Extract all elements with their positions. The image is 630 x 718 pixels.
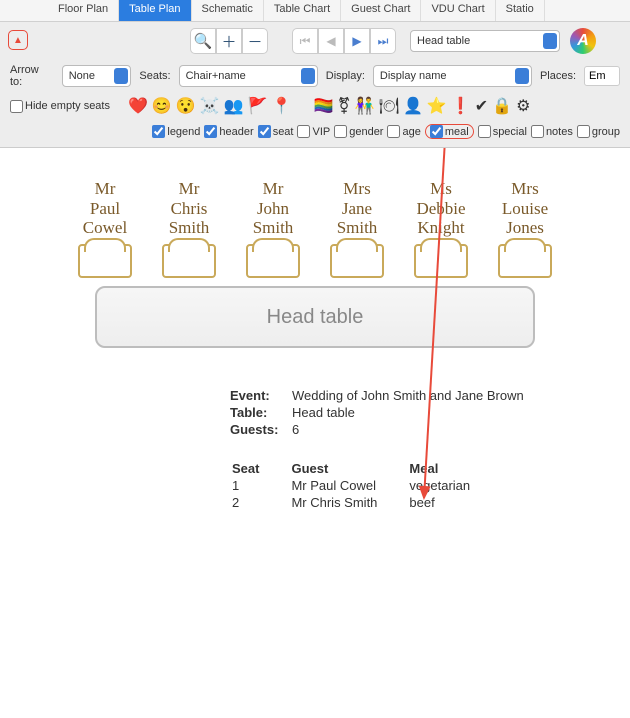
- table-label: Table:: [230, 405, 282, 420]
- table-select[interactable]: Head table: [410, 30, 560, 52]
- seat-shape-5[interactable]: [498, 244, 552, 278]
- zoom-fit-icon[interactable]: 🔍: [190, 28, 216, 54]
- zoom-group: 🔍 ＋ －: [190, 28, 268, 54]
- nav-group: ⏮ ◀ ▶ ⏭: [292, 28, 396, 54]
- app-logo-icon: A: [570, 28, 596, 54]
- check-label-seat: seat: [273, 126, 294, 138]
- toolbar-icon-9[interactable]: ⚧: [337, 98, 350, 115]
- check-label-vip: VIP: [312, 126, 330, 138]
- check-label-special: special: [493, 126, 527, 138]
- tab-floor-plan[interactable]: Floor Plan: [48, 0, 119, 21]
- hide-empty-checkbox[interactable]: [10, 100, 23, 113]
- check-label-gender: gender: [349, 126, 383, 138]
- check-gender[interactable]: [334, 125, 347, 138]
- check-label-age: age: [402, 126, 420, 138]
- check-seat[interactable]: [258, 125, 271, 138]
- guest-table: SeatGuestMeal 1Mr Paul Cowelvegetarian 2M…: [230, 459, 502, 512]
- tab-vdu-chart[interactable]: VDU Chart: [421, 0, 495, 21]
- toolbar-icon-17[interactable]: ⚙: [516, 98, 530, 115]
- check-label-group: group: [592, 126, 620, 138]
- seat-name-5: MrsLouiseJones: [502, 172, 548, 238]
- toolbar-icon-8[interactable]: 🏳️‍🌈: [313, 98, 333, 115]
- check-header[interactable]: [204, 125, 217, 138]
- seat-name-3: MrsJaneSmith: [337, 172, 378, 238]
- seat-shape-4[interactable]: [414, 244, 468, 278]
- nav-last-icon[interactable]: ⏭: [370, 28, 396, 54]
- toolbar-icon-11[interactable]: 🍽: [379, 98, 399, 115]
- toolbar-icon-0[interactable]: ❤️: [128, 98, 148, 115]
- check-notes[interactable]: [531, 125, 544, 138]
- check-vip[interactable]: [297, 125, 310, 138]
- display-select[interactable]: Display name: [373, 65, 532, 87]
- tab-statio[interactable]: Statio: [496, 0, 545, 21]
- seats-label: Seats:: [139, 70, 170, 82]
- check-label-meal: meal: [445, 126, 469, 138]
- seat-name-1: MrChrisSmith: [169, 172, 210, 238]
- check-meal[interactable]: [430, 125, 443, 138]
- seat-shape-3[interactable]: [330, 244, 384, 278]
- toolbar-icon-10[interactable]: 👫: [355, 98, 375, 115]
- toolbar-icon-1[interactable]: 😊: [152, 98, 172, 115]
- seat-name-0: MrPaulCowel: [83, 172, 127, 238]
- check-label-notes: notes: [546, 126, 573, 138]
- arrow-to-select[interactable]: None: [62, 65, 132, 87]
- seats-select[interactable]: Chair+name: [179, 65, 318, 87]
- seat-name-2: MrJohnSmith: [253, 172, 294, 238]
- table-row: 1Mr Paul Cowelvegetarian: [232, 478, 500, 493]
- toolbar-icon-15[interactable]: ✔: [475, 98, 488, 115]
- seat-shape-0[interactable]: [78, 244, 132, 278]
- nav-next-icon[interactable]: ▶: [344, 28, 370, 54]
- seat-name-4: MsDebbieKnight: [416, 172, 465, 238]
- places-label: Places:: [540, 70, 576, 82]
- event-value: Wedding of John Smith and Jane Brown: [292, 388, 524, 403]
- check-label-legend: legend: [167, 126, 200, 138]
- arrow-to-label: Arrow to:: [10, 64, 54, 88]
- check-group[interactable]: [577, 125, 590, 138]
- check-label-header: header: [219, 126, 253, 138]
- tab-schematic[interactable]: Schematic: [192, 0, 264, 21]
- guests-value: 6: [292, 422, 299, 437]
- toolbar-icon-4[interactable]: 👥: [224, 98, 244, 115]
- zoom-in-icon[interactable]: ＋: [216, 28, 242, 54]
- seat-shape-1[interactable]: [162, 244, 216, 278]
- toolbar-icon-13[interactable]: ⭐: [427, 98, 447, 115]
- table-rect: Head table: [95, 286, 535, 348]
- event-label: Event:: [230, 388, 282, 403]
- check-legend[interactable]: [152, 125, 165, 138]
- toolbar-icon-2[interactable]: 😯: [176, 98, 196, 115]
- tab-table-chart[interactable]: Table Chart: [264, 0, 341, 21]
- toolbar-icon-12[interactable]: 👤: [403, 98, 423, 115]
- table-row: 2Mr Chris Smithbeef: [232, 495, 500, 510]
- tab-table-plan[interactable]: Table Plan: [119, 0, 191, 21]
- guests-label: Guests:: [230, 422, 282, 437]
- check-special[interactable]: [478, 125, 491, 138]
- places-input[interactable]: [584, 66, 620, 86]
- seat-shape-2[interactable]: [246, 244, 300, 278]
- col-meal: Meal: [409, 461, 500, 476]
- check-age[interactable]: [387, 125, 400, 138]
- hide-empty-label: Hide empty seats: [25, 100, 110, 112]
- toolbar-icon-6[interactable]: 📍: [272, 98, 292, 115]
- nav-prev-icon[interactable]: ◀: [318, 28, 344, 54]
- toolbar-icon-5[interactable]: 🚩: [248, 98, 268, 115]
- collapse-button[interactable]: ▲: [8, 30, 28, 50]
- toolbar-icon-16[interactable]: 🔒: [492, 98, 512, 115]
- toolbar-icon-14[interactable]: ❗: [451, 98, 471, 115]
- nav-first-icon[interactable]: ⏮: [292, 28, 318, 54]
- tab-guest-chart[interactable]: Guest Chart: [341, 0, 421, 21]
- toolbar-icon-3[interactable]: ☠️: [200, 98, 220, 115]
- display-label: Display:: [326, 70, 365, 82]
- zoom-out-icon[interactable]: －: [242, 28, 268, 54]
- col-guest: Guest: [291, 461, 407, 476]
- table-value: Head table: [292, 405, 355, 420]
- col-seat: Seat: [232, 461, 289, 476]
